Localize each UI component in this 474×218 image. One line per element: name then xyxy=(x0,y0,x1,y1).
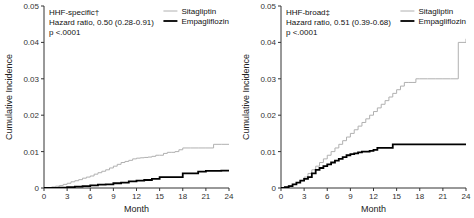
legend: SitagliptinEmpagliflozin xyxy=(163,7,229,26)
y-tick-label: 0.04 xyxy=(260,38,276,47)
x-tick xyxy=(90,188,91,191)
panel-subtitle: Hazard ratio, 0.50 (0.28-0.91) xyxy=(49,18,154,27)
x-tick-label: 0 xyxy=(279,192,284,201)
x-axis-label: Month xyxy=(361,204,386,214)
y-tick-label: 0.02 xyxy=(23,111,39,120)
chart-root: 0 3 6 9 12 15 18 21 24 0 0.01 0.02 0.03 0.04 0.05 Month… xyxy=(0,0,474,218)
y-tick-label: 0.03 xyxy=(260,75,276,84)
x-tick xyxy=(182,188,183,191)
annotations: HHF-specific†Hazard ratio, 0.50 (0.28-0.… xyxy=(49,8,154,37)
x-tick-label: 24 xyxy=(462,192,471,201)
x-tick xyxy=(159,188,160,191)
axes: 0 3 6 9 12 15 18 21 24 0 0.01 0.02 0.03 0.04 0.05 Month… xyxy=(4,2,234,214)
x-tick xyxy=(373,188,374,191)
annotation: p <.0001 xyxy=(49,28,81,37)
annotations: HHF-broad‡Hazard ratio, 0.51 (0.39-0.68)… xyxy=(286,8,391,37)
x-tick-label: 18 xyxy=(415,192,424,201)
legend-item: Sitagliptin xyxy=(400,7,453,16)
plot-area xyxy=(281,39,466,188)
legend-label: Sitagliptin xyxy=(418,7,453,16)
x-tick-label: 18 xyxy=(178,192,187,201)
y-tick xyxy=(41,42,44,43)
y-tick xyxy=(278,151,281,152)
y-tick xyxy=(278,42,281,43)
series-line xyxy=(281,144,466,188)
y-tick-label: 0.03 xyxy=(23,75,39,84)
x-tick-label: 0 xyxy=(42,192,47,201)
y-tick xyxy=(41,78,44,79)
legend-swatch xyxy=(400,11,414,12)
y-tick xyxy=(41,151,44,152)
x-tick-label: 9 xyxy=(111,192,116,201)
y-tick-label: 0 xyxy=(35,184,40,193)
legend-swatch xyxy=(163,20,177,22)
x-tick xyxy=(350,188,351,191)
y-axis-label: Cumulative Incidence xyxy=(241,54,251,140)
y-tick-label: 0.05 xyxy=(23,2,39,11)
plot-area xyxy=(44,144,229,188)
y-tick xyxy=(41,6,44,7)
y-tick xyxy=(41,188,44,189)
axes: 0 3 6 9 12 15 18 21 24 0 0.01 0.02 0.03 0.04 0.05 Month… xyxy=(241,2,471,214)
x-tick-label: 21 xyxy=(438,192,447,201)
x-tick-label: 6 xyxy=(325,192,330,201)
legend-item: Sitagliptin xyxy=(163,7,216,16)
x-tick-label: 6 xyxy=(88,192,93,201)
series-line xyxy=(44,144,229,188)
series-line xyxy=(281,39,466,188)
annotation: p <.0001 xyxy=(286,28,318,37)
x-tick xyxy=(442,188,443,191)
legend-label: Empagliflozin xyxy=(418,17,466,26)
x-tick xyxy=(304,188,305,191)
x-tick-label: 15 xyxy=(392,192,401,201)
x-axis-label: Month xyxy=(124,204,149,214)
y-tick-label: 0 xyxy=(272,184,277,193)
x-tick xyxy=(229,188,230,191)
x-tick xyxy=(136,188,137,191)
panel-title: HHF-broad‡ xyxy=(286,8,330,17)
y-axis-line xyxy=(281,6,282,188)
x-tick xyxy=(205,188,206,191)
x-tick-label: 12 xyxy=(132,192,141,201)
x-tick xyxy=(113,188,114,191)
x-tick xyxy=(396,188,397,191)
panel: 0 3 6 9 12 15 18 21 24 0 0.01 0.02 0.03 0.04 0.05 Month… xyxy=(241,2,471,214)
x-tick-label: 21 xyxy=(201,192,210,201)
legend-swatch xyxy=(163,11,177,12)
x-tick-label: 3 xyxy=(65,192,70,201)
y-tick xyxy=(278,78,281,79)
legend: SitagliptinEmpagliflozin xyxy=(400,7,466,26)
x-tick-label: 9 xyxy=(348,192,353,201)
legend-swatch xyxy=(400,20,414,22)
legend-item: Empagliflozin xyxy=(400,17,466,26)
legend-label: Sitagliptin xyxy=(181,7,216,16)
y-tick xyxy=(41,115,44,116)
x-tick-label: 12 xyxy=(369,192,378,201)
y-tick-label: 0.04 xyxy=(23,38,39,47)
x-tick xyxy=(327,188,328,191)
y-axis-line xyxy=(44,6,45,188)
y-tick-label: 0.02 xyxy=(260,111,276,120)
panel: 0 3 6 9 12 15 18 21 24 0 0.01 0.02 0.03 0.04 0.05 Month… xyxy=(4,2,234,214)
legend-item: Empagliflozin xyxy=(163,17,229,26)
x-tick-label: 24 xyxy=(225,192,234,201)
y-tick-label: 0.01 xyxy=(23,148,39,157)
x-tick xyxy=(419,188,420,191)
x-tick-label: 3 xyxy=(302,192,307,201)
x-tick xyxy=(466,188,467,191)
y-axis-label: Cumulative Incidence xyxy=(4,54,14,140)
panel-subtitle: Hazard ratio, 0.51 (0.39-0.68) xyxy=(286,18,391,27)
legend-label: Empagliflozin xyxy=(181,17,229,26)
y-tick xyxy=(278,115,281,116)
x-tick-label: 15 xyxy=(155,192,164,201)
series-line xyxy=(44,171,229,188)
y-tick xyxy=(278,188,281,189)
y-tick-label: 0.01 xyxy=(260,148,276,157)
x-tick xyxy=(67,188,68,191)
y-tick-label: 0.05 xyxy=(260,2,276,11)
panel-title: HHF-specific† xyxy=(49,8,99,17)
y-tick xyxy=(278,6,281,7)
